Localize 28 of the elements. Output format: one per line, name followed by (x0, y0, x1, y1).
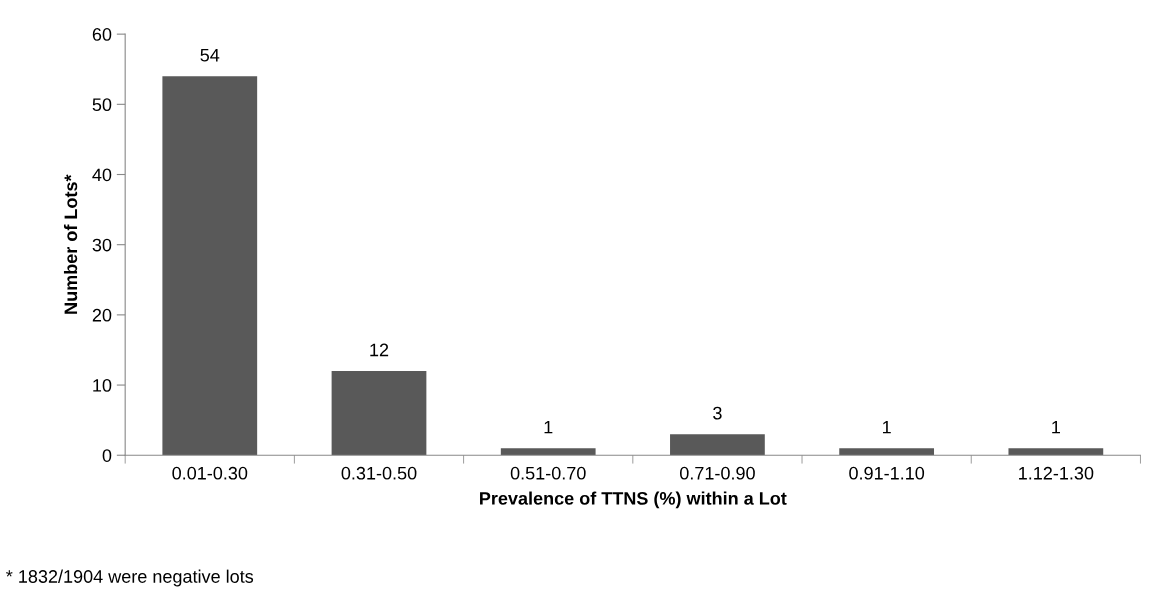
y-tick-label: 50 (92, 98, 112, 112)
x-tick-label: 0.91-1.10 (849, 466, 925, 480)
x-tick-label: 1.12-1.30 (1019, 466, 1094, 480)
y-tick-label: 20 (92, 308, 112, 322)
y-tick-label: 30 (92, 238, 112, 252)
bar (162, 76, 258, 456)
data-label: 54 (200, 48, 220, 62)
x-tick-label: 0.31-0.50 (341, 466, 417, 480)
y-tick-label: 10 (93, 378, 112, 392)
bar (839, 448, 935, 456)
x-tick-label: 0.51-0.70 (510, 466, 586, 480)
bar (331, 371, 427, 456)
x-tick-label: 0.01-0.30 (172, 466, 248, 480)
y-tick-label: 60 (92, 28, 112, 41)
y-axis-title: Number of Lots* (63, 174, 78, 314)
data-label: 1 (544, 420, 553, 434)
text: * 1832/1904 were negative lots (6, 569, 254, 587)
data-label: 12 (370, 343, 389, 357)
y-tick-label: 0 (102, 449, 112, 462)
data-label: 3 (713, 406, 722, 420)
data-label: 1 (882, 420, 891, 434)
data-label: 1 (1052, 420, 1060, 434)
bar (500, 448, 596, 456)
x-axis-title: Prevalence of TTNS (%) within a Lot (480, 491, 787, 509)
y-tick-label: 40 (92, 168, 112, 182)
x-tick-label: 0.71-0.90 (679, 466, 755, 480)
bar (670, 434, 765, 456)
bar (1008, 448, 1104, 456)
